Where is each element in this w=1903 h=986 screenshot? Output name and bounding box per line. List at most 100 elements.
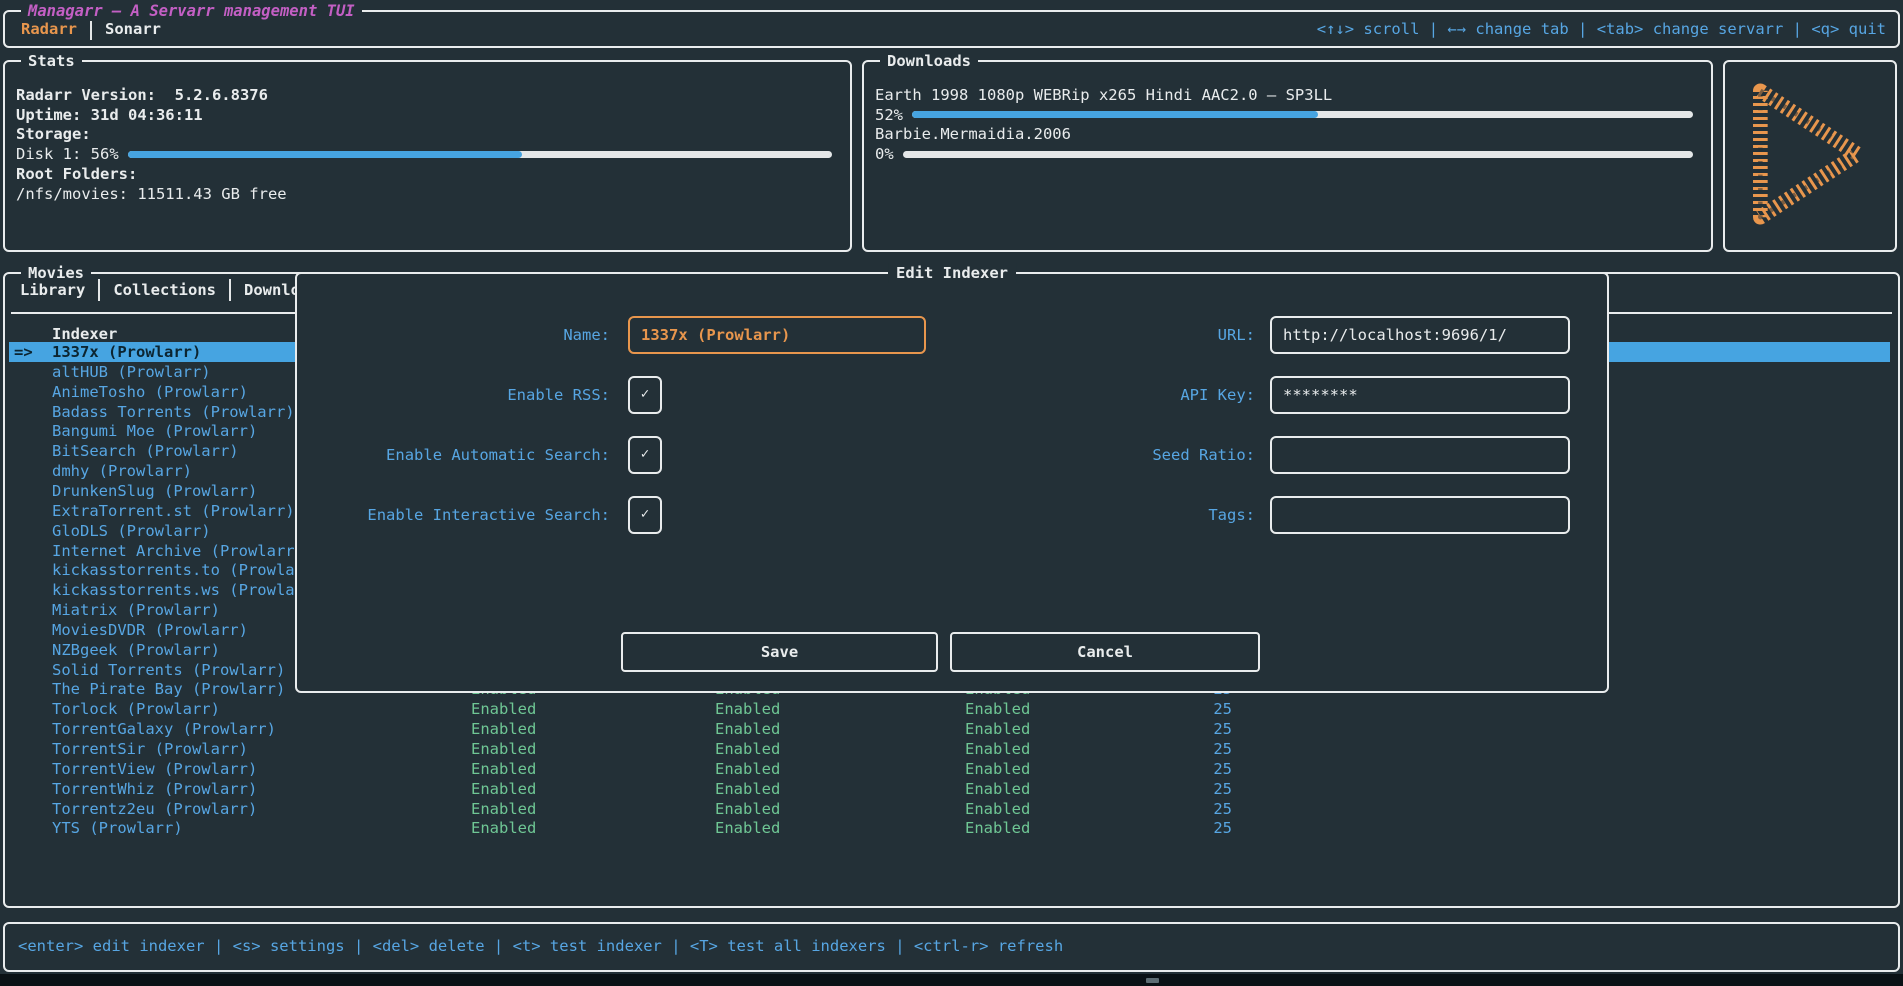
automatic-search-status: Enabled (715, 720, 781, 739)
priority-value: 25 (1213, 819, 1232, 838)
stats-text: Root Folders: (16, 165, 138, 184)
indexer-row[interactable]: Torlock (Prowlarr) Enabled Enabled Enabled 2… (9, 699, 1890, 719)
enable-automatic-search-checkbox[interactable]: ✓ (628, 436, 662, 474)
priority-value: 25 (1213, 720, 1232, 739)
api-key-input[interactable]: ******** (1270, 376, 1570, 414)
indexer-name: GloDLS (Prowlarr) (52, 521, 211, 540)
automatic-search-status: Enabled (715, 819, 781, 838)
rss-status: Enabled (471, 759, 537, 778)
rss-status: Enabled (471, 740, 537, 758)
download-title: Earth 1998 1080p WEBRip x265 Hindi AAC2.… (875, 85, 1333, 104)
automatic-search-status: Enabled (715, 799, 781, 818)
name-input[interactable]: 1337x (Prowlarr) (628, 316, 926, 354)
servarr-tab-radarr[interactable]: Radarr (21, 20, 77, 38)
interactive-search-status: Enabled (965, 779, 1031, 798)
logo-panel (1723, 60, 1897, 252)
stats-text: Storage: (16, 125, 91, 144)
indexer-row[interactable]: TorrentView (Prowlarr) Enabled Enabled Enab… (9, 759, 1890, 779)
app-title: Managarr – A Servarr management TUI (21, 1, 362, 21)
stats-line: Radarr Version: 5.2.6.8376 (16, 85, 838, 105)
priority-value: 25 (1213, 779, 1232, 798)
movies-tab-collections[interactable]: Collections (113, 281, 216, 299)
automatic-search-status: Enabled (715, 759, 781, 778)
indexer-name: AnimeTosho (Prowlarr) (52, 382, 248, 401)
stats-text: Radarr Version: 5.2.6.8376 (16, 85, 268, 104)
indexer-row[interactable]: YTS (Prowlarr) Enabled Enabled Enabled 25 (9, 818, 1890, 838)
stats-panel-title: Stats (21, 51, 82, 71)
indexer-name: 1337x (Prowlarr) (52, 343, 202, 361)
movies-tab-library[interactable]: Library (20, 281, 86, 299)
rss-status: Enabled (471, 720, 537, 739)
edit-indexer-modal: Edit Indexer Name: 1337x (Prowlarr) URL:… (295, 263, 1609, 693)
interactive-search-status: Enabled (965, 799, 1031, 818)
indexer-row[interactable]: TorrentGalaxy (Prowlarr) Enabled Enabled En… (9, 719, 1890, 739)
download-gauge (912, 111, 1693, 119)
indexer-name: DrunkenSlug (Prowlarr) (52, 481, 258, 500)
downloads-panel: Downloads Earth 1998 1080p WEBRip x265 H… (862, 51, 1713, 252)
interactive-search-status: Enabled (965, 700, 1031, 719)
url-label: URL: (1217, 326, 1255, 344)
priority-value: 25 (1213, 799, 1232, 818)
rss-status: Enabled (471, 700, 537, 719)
indexer-name: Torrentz2eu (Prowlarr) (52, 799, 258, 818)
priority-value: 25 (1213, 700, 1232, 719)
tab-separator (90, 18, 92, 40)
indexer-row[interactable]: TorrentWhiz (Prowlarr) Enabled Enabled Enab… (9, 779, 1890, 799)
indexer-name: TorrentGalaxy (Prowlarr) (52, 720, 276, 739)
indexer-name: Torlock (Prowlarr) (52, 700, 220, 719)
indexer-name: NZBgeek (Prowlarr) (52, 640, 220, 659)
rss-status: Enabled (471, 819, 537, 838)
enable-rss-label: Enable RSS: (507, 386, 610, 404)
indexer-name: Miatrix (Prowlarr) (52, 601, 220, 620)
footer-keyboard-hints: <enter> edit indexer | <s> settings | <d… (18, 937, 1064, 955)
managarr-play-logo-icon (1741, 75, 1879, 237)
indexer-name: Bangumi Moe (Prowlarr) (52, 422, 258, 441)
indexer-name: Badass Torrents (Prowlarr) (52, 402, 295, 421)
indexer-name: MoviesDVDR (Prowlarr) (52, 620, 248, 639)
indexer-row[interactable]: TorrentSir (Prowlarr) Enabled Enabled Enabl… (9, 739, 1890, 759)
enable-interactive-search-checkbox[interactable]: ✓ (628, 496, 662, 534)
cancel-button[interactable]: Cancel (950, 632, 1260, 672)
footer-panel: <enter> edit indexer | <s> settings | <d… (3, 922, 1900, 972)
indexer-column-header: Indexer (52, 325, 118, 343)
tab-separator (98, 279, 101, 301)
url-input[interactable]: http://localhost:9696/1/ (1270, 316, 1570, 354)
selected-row-marker: => (14, 343, 33, 361)
download-percent: 0% (875, 145, 894, 164)
tags-label: Tags: (1208, 506, 1255, 524)
indexer-row[interactable]: Torrentz2eu (Prowlarr) Enabled Enabled Enab… (9, 799, 1890, 819)
stats-panel: Stats Radarr Version: 5.2.6.8376 Uptime: … (3, 51, 852, 252)
enable-rss-checkbox[interactable]: ✓ (628, 376, 662, 414)
indexer-name: kickasstorrents.ws (Prowlarr) (52, 581, 323, 600)
priority-value: 25 (1213, 740, 1232, 758)
stats-line: Root Folders: (16, 164, 838, 184)
download-title: Barbie.Mermaidia.2006 (875, 125, 1071, 144)
interactive-search-status: Enabled (965, 759, 1031, 778)
gauge-fill (912, 111, 1319, 119)
seed-ratio-input[interactable] (1270, 436, 1570, 474)
interactive-search-status: Enabled (965, 819, 1031, 838)
indexer-name: ExtraTorrent.st (Prowlarr) (52, 501, 295, 520)
download-progress-line: 52% (875, 105, 1699, 125)
indexer-name: dmhy (Prowlarr) (52, 462, 192, 481)
enable-automatic-search-label: Enable Automatic Search: (386, 446, 610, 464)
save-button[interactable]: Save (621, 632, 938, 672)
rss-status: Enabled (471, 779, 537, 798)
rss-status: Enabled (471, 799, 537, 818)
enable-interactive-search-label: Enable Interactive Search: (367, 506, 610, 524)
download-percent: 52% (875, 105, 903, 124)
priority-value: 25 (1213, 759, 1232, 778)
stats-text: Uptime: 31d 04:36:11 (16, 105, 203, 124)
header-keyboard-hints: <↑↓> scroll | ←→ change tab | <tab> chan… (1316, 20, 1886, 38)
modal-title: Edit Indexer (888, 263, 1016, 283)
downloads-panel-title: Downloads (880, 51, 978, 71)
servarr-tabs: Radarr Sonarr (21, 18, 161, 40)
interactive-search-status: Enabled (965, 740, 1031, 758)
stats-text: Disk 1: 56% (16, 145, 119, 164)
tags-input[interactable] (1270, 496, 1570, 534)
stats-lines: Radarr Version: 5.2.6.8376 Uptime: 31d 04… (5, 62, 850, 204)
indexer-name: TorrentWhiz (Prowlarr) (52, 779, 258, 798)
automatic-search-status: Enabled (715, 779, 781, 798)
servarr-tab-sonarr[interactable]: Sonarr (105, 20, 161, 38)
